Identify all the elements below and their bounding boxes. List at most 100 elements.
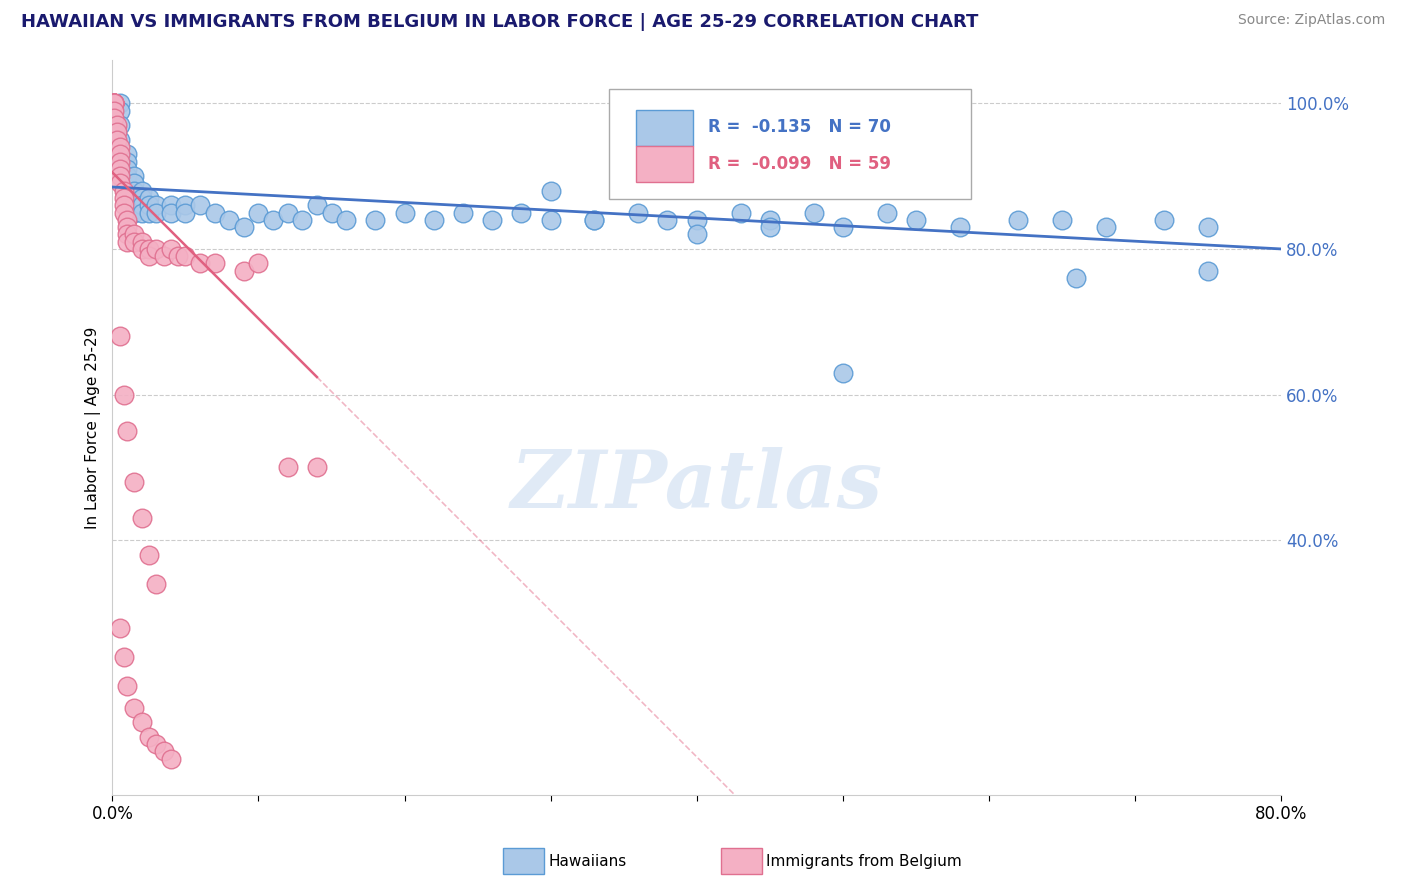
Point [103, 96, 125, 111]
Point [876, 205, 898, 219]
Point [124, 198, 146, 212]
Point [481, 212, 503, 227]
Point [949, 220, 972, 235]
Point [103, 96, 125, 111]
Point [103, 96, 125, 111]
Point [510, 205, 533, 219]
Point [124, 205, 146, 219]
Point [831, 366, 853, 380]
Point [138, 205, 160, 219]
Point [145, 737, 167, 751]
Point [131, 511, 153, 525]
Point [124, 169, 146, 183]
Point [131, 205, 153, 219]
Point [262, 212, 284, 227]
Point [115, 147, 138, 161]
Point [138, 730, 160, 744]
Point [188, 198, 211, 212]
Point [115, 212, 138, 227]
Point [131, 198, 153, 212]
Point [1007, 212, 1029, 227]
Point [145, 577, 167, 591]
Point [831, 220, 853, 235]
Point [1094, 220, 1116, 235]
Point [218, 212, 240, 227]
Point [124, 177, 146, 191]
Point [112, 205, 135, 219]
Point [115, 424, 138, 438]
Point [730, 205, 752, 219]
Point [1050, 212, 1073, 227]
Point [108, 621, 131, 635]
Point [145, 205, 167, 219]
Point [108, 161, 131, 176]
Point [131, 235, 153, 249]
Point [305, 198, 328, 212]
Point [138, 191, 160, 205]
Point [103, 96, 125, 111]
Point [131, 715, 153, 730]
Point [103, 111, 125, 125]
Point [1066, 271, 1088, 285]
Point [1197, 220, 1219, 235]
Point [627, 205, 650, 219]
Text: ZIPatlas: ZIPatlas [510, 448, 883, 524]
Point [112, 387, 135, 401]
Point [152, 249, 174, 263]
Point [451, 205, 474, 219]
Point [232, 264, 254, 278]
Point [105, 118, 128, 132]
Point [758, 212, 780, 227]
Point [131, 191, 153, 205]
Point [124, 191, 146, 205]
Point [540, 184, 562, 198]
Point [247, 256, 270, 270]
Point [686, 227, 709, 242]
Point [247, 205, 270, 219]
Point [335, 212, 357, 227]
Point [305, 460, 328, 475]
Point [138, 198, 160, 212]
Point [160, 242, 183, 256]
Point [904, 212, 927, 227]
Text: Immigrants from Belgium: Immigrants from Belgium [766, 855, 962, 869]
Point [103, 103, 125, 118]
FancyBboxPatch shape [636, 146, 693, 183]
Point [115, 220, 138, 235]
Point [394, 205, 416, 219]
Point [188, 256, 211, 270]
Point [1197, 264, 1219, 278]
Point [160, 198, 183, 212]
Point [174, 198, 197, 212]
Point [124, 475, 146, 489]
Point [160, 752, 183, 766]
Point [115, 154, 138, 169]
Point [115, 227, 138, 242]
Point [108, 329, 131, 343]
Point [105, 125, 128, 139]
Point [108, 118, 131, 132]
Point [174, 249, 197, 263]
Point [138, 242, 160, 256]
Point [112, 184, 135, 198]
Point [423, 212, 446, 227]
Y-axis label: In Labor Force | Age 25-29: In Labor Force | Age 25-29 [86, 326, 101, 529]
Point [124, 227, 146, 242]
Point [115, 169, 138, 183]
Point [145, 242, 167, 256]
Point [160, 205, 183, 219]
Point [108, 177, 131, 191]
Point [115, 184, 138, 198]
FancyBboxPatch shape [609, 89, 972, 199]
Point [115, 235, 138, 249]
Point [108, 140, 131, 154]
Point [131, 242, 153, 256]
Point [204, 256, 226, 270]
Text: Source: ZipAtlas.com: Source: ZipAtlas.com [1237, 13, 1385, 28]
Point [686, 212, 709, 227]
Point [277, 460, 299, 475]
Point [758, 220, 780, 235]
Point [112, 649, 135, 664]
Point [204, 205, 226, 219]
Point [103, 96, 125, 111]
